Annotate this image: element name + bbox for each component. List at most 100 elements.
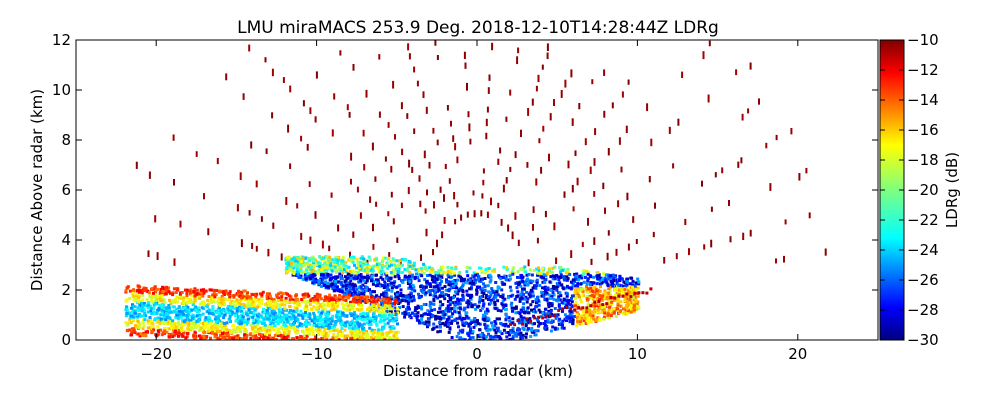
ldr-pixel — [631, 286, 634, 289]
ldr-pixel — [194, 337, 197, 340]
ldr-pixel — [125, 305, 128, 308]
ldr-pixel — [599, 294, 602, 297]
y-tick-label: 2 — [61, 281, 71, 299]
ldr-pixel — [180, 297, 183, 300]
ldr-pixel — [627, 287, 630, 290]
ldr-pixel — [478, 328, 481, 331]
ldr-pixel — [303, 293, 306, 296]
ldr-pixel — [217, 330, 220, 333]
ldr-pixel — [489, 302, 492, 305]
ldr-pixel — [364, 299, 367, 302]
ldr-pixel — [337, 330, 340, 333]
chart-title: LMU miraMACS 253.9 Deg. 2018-12-10T14:28… — [237, 18, 719, 38]
ldr-pixel — [267, 329, 270, 332]
ldr-pixel — [583, 281, 586, 284]
ldr-pixel — [456, 335, 459, 338]
ldr-pixel — [582, 269, 585, 272]
ldr-pixel — [250, 324, 253, 327]
ldr-pixel — [357, 271, 360, 274]
ldr-pixel — [473, 326, 476, 329]
ldr-pixel — [190, 301, 193, 304]
noise-pixel — [287, 125, 289, 133]
ldr-pixel — [161, 333, 164, 336]
noise-pixel — [401, 203, 403, 208]
ldr-pixel — [147, 306, 150, 309]
ldr-pixel — [173, 287, 176, 290]
ldr-pixel — [512, 266, 515, 269]
ldr-pixel — [617, 295, 620, 298]
ldr-pixel — [375, 274, 378, 277]
ldr-pixel — [278, 305, 281, 308]
ldr-pixel — [477, 322, 480, 325]
ldr-pixel — [211, 312, 214, 315]
noise-pixel — [790, 128, 792, 134]
ldr-pixel — [591, 294, 594, 297]
ldr-pixel — [555, 289, 558, 292]
ldr-pixel — [326, 304, 329, 307]
ldr-pixel — [520, 332, 523, 335]
ldr-pixel — [456, 322, 459, 325]
noise-pixel — [765, 143, 767, 149]
ldr-pixel — [502, 276, 505, 279]
ldr-pixel — [385, 332, 388, 335]
ldr-pixel — [381, 260, 384, 263]
ldr-pixel — [320, 312, 323, 315]
ldr-pixel — [363, 276, 366, 279]
ldr-pixel — [382, 298, 385, 301]
ldr-pixel — [259, 300, 262, 303]
ldr-pixel — [130, 315, 133, 318]
ldr-pixel — [390, 277, 393, 280]
ldr-pixel — [599, 290, 602, 293]
ldr-pixel — [369, 259, 372, 262]
ldr-pixel — [574, 297, 577, 300]
ldr-pixel — [351, 320, 354, 323]
ldr-pixel — [138, 304, 141, 307]
ldr-pixel — [394, 275, 397, 278]
ldr-pixel — [332, 258, 335, 261]
ldr-pixel — [413, 262, 416, 265]
noise-pixel — [585, 138, 587, 145]
ldr-pixel — [472, 282, 475, 285]
ldr-pixel — [196, 289, 199, 292]
ldr-pixel — [370, 275, 373, 278]
ldr-pixel — [490, 321, 493, 324]
y-tick-label: 10 — [52, 81, 71, 99]
ldr-pixel — [327, 259, 330, 262]
ldr-pixel — [586, 282, 589, 285]
ldr-pixel — [574, 291, 577, 294]
ldr-pixel — [431, 315, 434, 318]
ldr-pixel — [415, 273, 418, 276]
noise-pixel — [568, 161, 570, 169]
ldr-pixel — [590, 320, 593, 323]
ldr-pixel — [636, 278, 639, 281]
ldr-pixel — [164, 301, 167, 304]
ldr-pixel — [586, 279, 589, 282]
y-tick-label: 6 — [61, 181, 71, 199]
noise-pixel — [378, 54, 380, 59]
ldr-pixel — [526, 297, 529, 300]
ldr-pixel — [350, 332, 353, 335]
ldr-pixel — [474, 308, 477, 311]
ldr-pixel — [570, 287, 573, 290]
ldr-pixel — [562, 299, 565, 302]
noise-pixel — [490, 198, 492, 206]
ldr-pixel — [188, 298, 191, 301]
ldr-pixel — [621, 295, 624, 298]
noise-pixel — [578, 103, 580, 109]
ldr-pixel — [239, 323, 242, 326]
ldr-pixel — [301, 325, 304, 328]
ldr-pixel — [161, 294, 164, 297]
ldr-pixel — [209, 337, 212, 340]
ldr-pixel — [124, 289, 127, 292]
ldr-pixel — [551, 304, 554, 307]
ldr-pixel — [221, 332, 224, 335]
ldr-pixel — [342, 306, 345, 309]
ldr-pixel — [239, 299, 242, 302]
ldr-pixel — [176, 288, 179, 291]
noise-pixel — [436, 240, 438, 248]
ldr-pixel — [343, 324, 346, 327]
ldr-pixel — [286, 301, 289, 304]
ldr-pixel — [459, 336, 462, 339]
ldr-pixel — [458, 302, 461, 305]
noise-pixel — [538, 75, 540, 82]
